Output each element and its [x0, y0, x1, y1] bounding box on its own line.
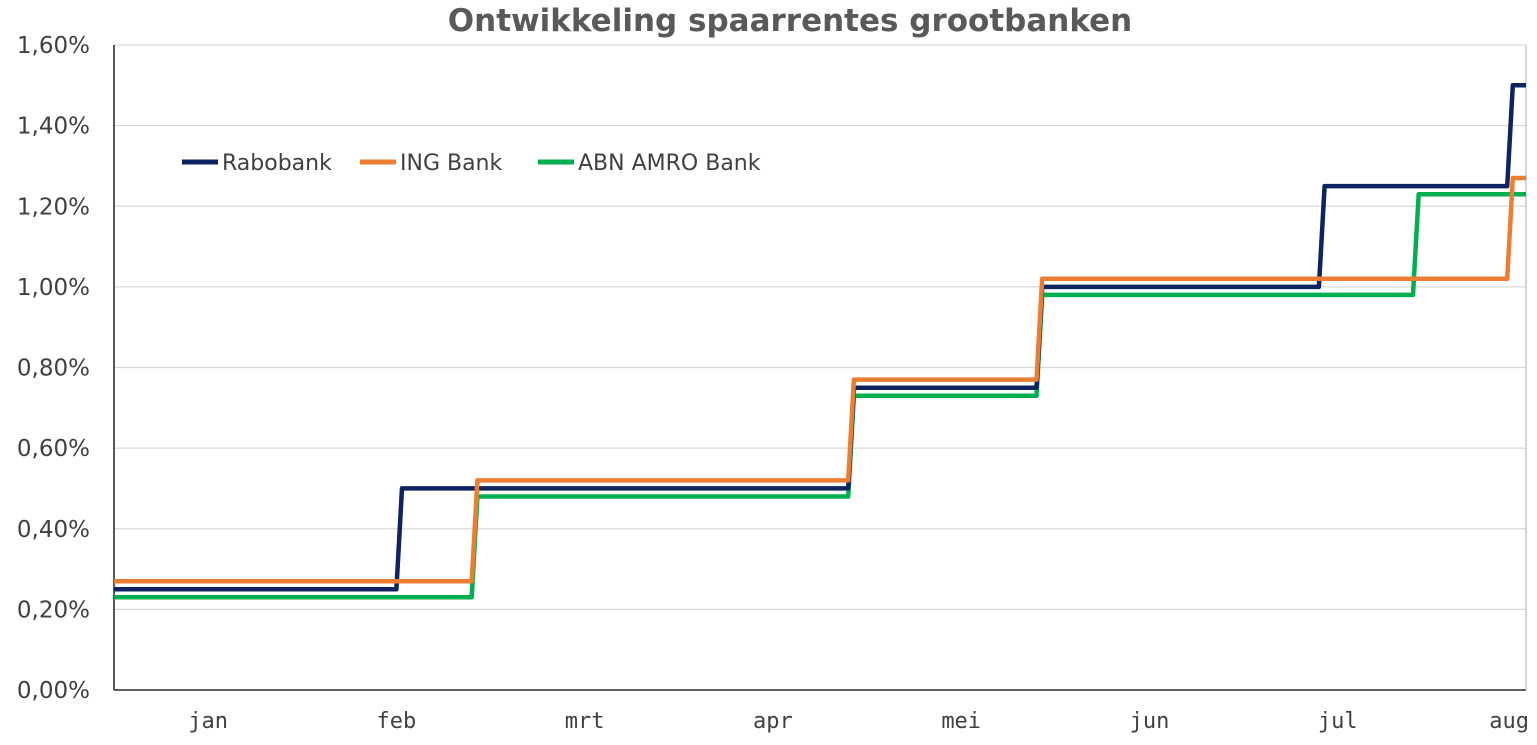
legend-label: ABN AMRO Bank [578, 151, 761, 176]
x-axis-tick-labels: jan feb mrt apr mei jun jul aug [188, 709, 1529, 734]
x-tick-label: jun [1130, 709, 1170, 734]
y-tick-label: 1,00% [17, 275, 90, 301]
series-line-abn-amro-bank [114, 191, 1526, 600]
y-tick-label: 1,40% [17, 114, 90, 140]
x-tick-label: jul [1318, 709, 1358, 734]
x-tick-label: jan [188, 709, 228, 734]
y-axis-tick-labels: 0,00% 0,20% 0,40% 0,60% 0,80% 1,00% 1,20% 1,40%… [17, 33, 90, 704]
x-tick-label: mrt [565, 709, 605, 734]
x-tick-label: mei [941, 709, 981, 734]
x-tick-label: feb [377, 709, 417, 734]
legend: Rabobank ING Bank ABN AMRO Bank [182, 151, 761, 176]
legend-label: ING Bank [400, 151, 503, 176]
x-tick-label: apr [753, 709, 793, 734]
y-tick-label: 0,20% [17, 597, 90, 623]
gridlines [114, 44, 1526, 611]
y-tick-label: 0,00% [17, 678, 90, 704]
x-tick-label: aug [1489, 709, 1529, 734]
series-lines [114, 83, 1526, 600]
chart-title: Ontwikkeling spaarrentes grootbanken [448, 3, 1132, 39]
series-line-ing-bank [114, 175, 1526, 584]
legend-label: Rabobank [222, 151, 332, 176]
y-tick-label: 0,40% [17, 517, 90, 543]
y-tick-label: 0,60% [17, 436, 90, 462]
y-tick-label: 1,20% [17, 194, 90, 220]
y-tick-label: 0,80% [17, 356, 90, 382]
y-tick-label: 1,60% [17, 33, 90, 59]
